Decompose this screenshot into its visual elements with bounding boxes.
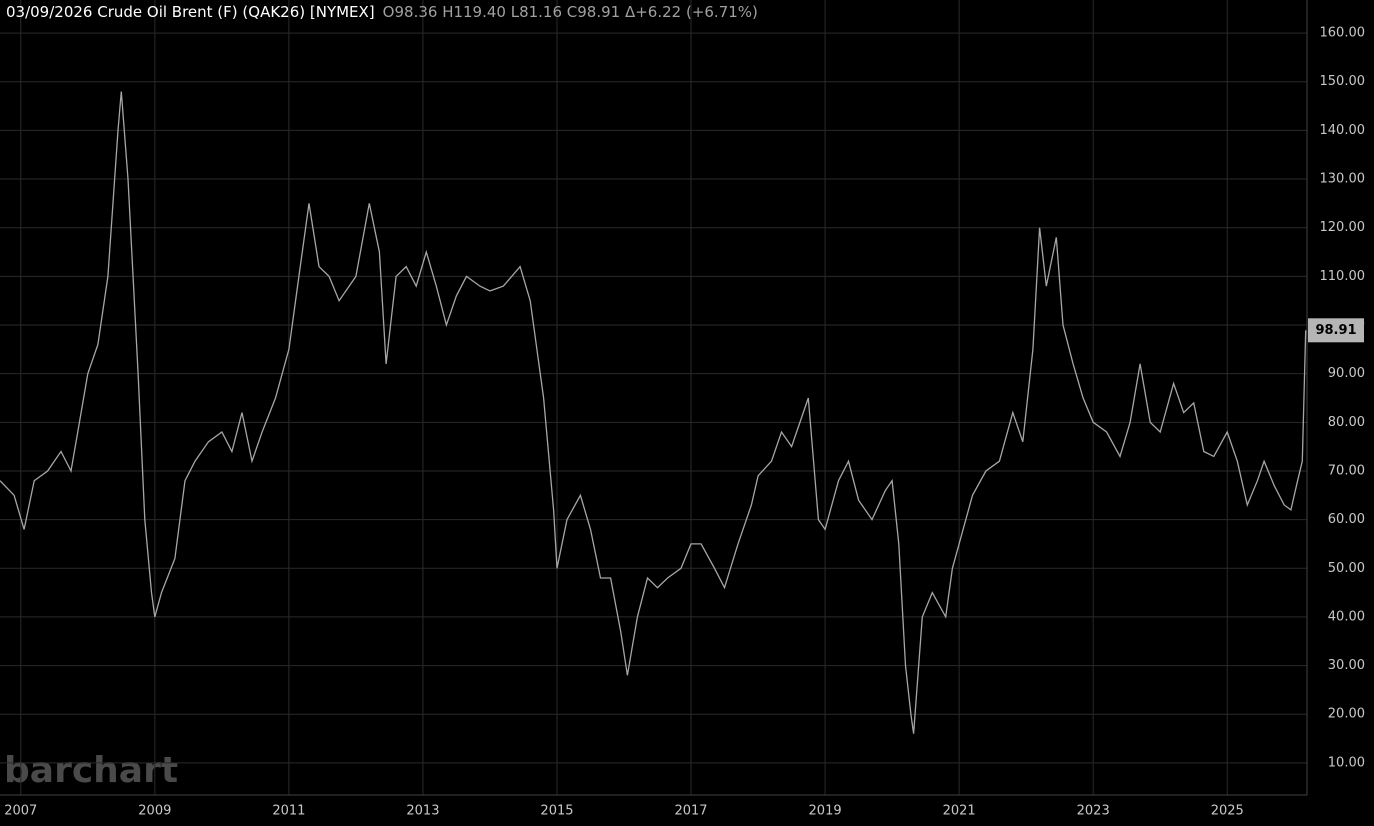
x-tick-label: 2007 <box>4 804 37 819</box>
y-tick-label: 110.00 <box>1320 269 1366 284</box>
y-tick-label: 130.00 <box>1320 172 1366 187</box>
x-tick-label: 2015 <box>540 804 573 819</box>
x-tick-label: 2009 <box>138 804 171 819</box>
y-tick-label: 140.00 <box>1320 123 1366 138</box>
price-line <box>0 91 1307 734</box>
y-tick-label: 70.00 <box>1328 463 1365 478</box>
y-tick-label: 90.00 <box>1328 366 1365 381</box>
x-tick-label: 2021 <box>943 804 976 819</box>
y-tick-label: 80.00 <box>1328 415 1365 430</box>
y-tick-label: 30.00 <box>1328 658 1365 673</box>
x-tick-label: 2023 <box>1077 804 1110 819</box>
y-tick-label: 60.00 <box>1328 512 1365 527</box>
price-marker-label: 98.91 <box>1315 323 1356 338</box>
x-tick-label: 2013 <box>406 804 439 819</box>
y-tick-label: 10.00 <box>1328 755 1365 770</box>
header: 03/09/2026 Crude Oil Brent (F) (QAK26) [… <box>6 3 758 21</box>
x-tick-label: 2025 <box>1211 804 1244 819</box>
y-tick-label: 20.00 <box>1328 707 1365 722</box>
y-tick-label: 120.00 <box>1320 220 1366 235</box>
y-tick-label: 50.00 <box>1328 561 1365 576</box>
watermark: barchart <box>4 750 178 791</box>
y-tick-label: 150.00 <box>1320 74 1366 89</box>
y-tick-label: 40.00 <box>1328 609 1365 624</box>
ohlc: O98.36 H119.40 L81.16 C98.91 Δ+6.22 (+6.… <box>382 3 758 21</box>
x-tick-label: 2019 <box>809 804 842 819</box>
x-tick-label: 2011 <box>272 804 305 819</box>
price-marker <box>1308 318 1364 343</box>
x-tick-label: 2017 <box>674 804 707 819</box>
chart-title: 03/09/2026 Crude Oil Brent (F) (QAK26) [… <box>6 3 375 21</box>
y-tick-label: 160.00 <box>1320 26 1366 41</box>
